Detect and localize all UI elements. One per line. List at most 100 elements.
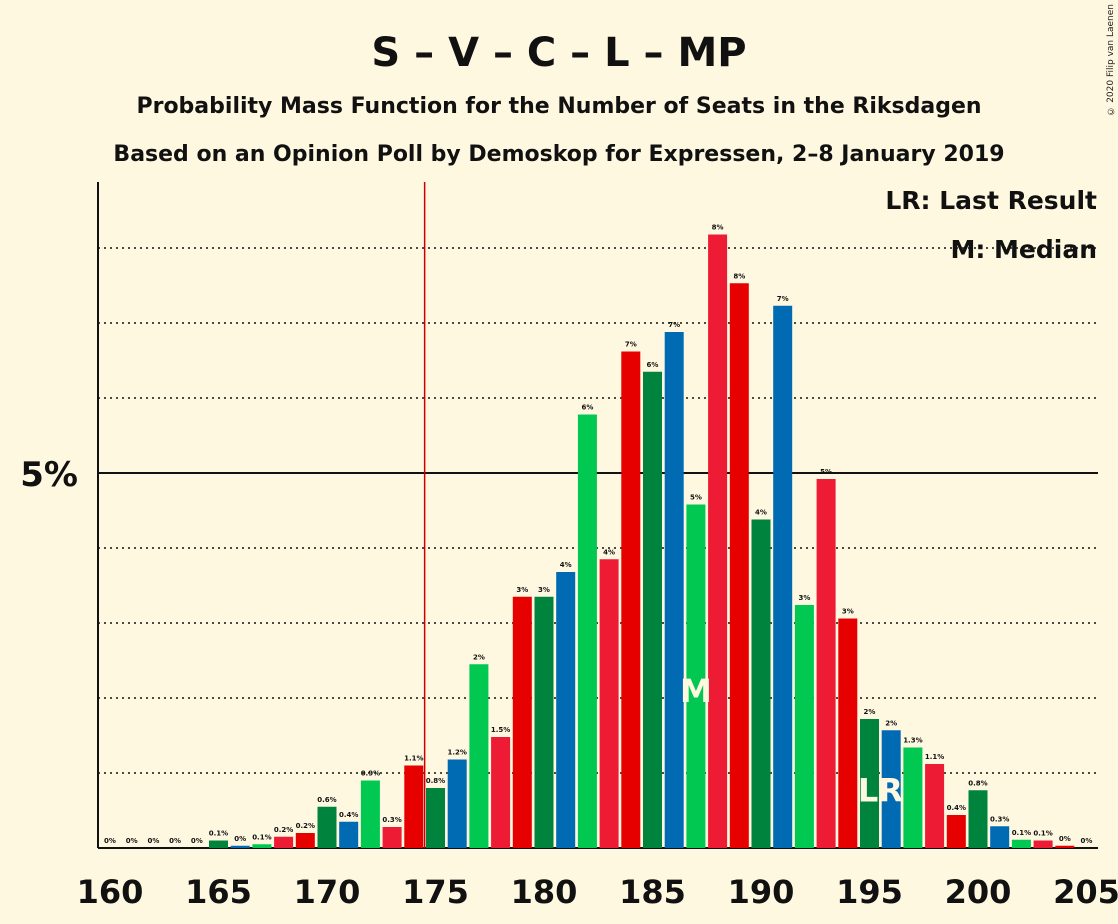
bar-label-177: 2% (473, 653, 485, 661)
bar-label-193: 5% (820, 468, 832, 476)
bar-label-167: 0.1% (252, 833, 271, 841)
bar-167 (252, 844, 272, 848)
bar-190 (751, 519, 771, 848)
bar-label-197: 1.3% (903, 737, 922, 745)
bar-label-182: 6% (581, 404, 593, 412)
bar-label-181: 4% (560, 561, 572, 569)
bar-label-198: 1.1% (925, 753, 944, 761)
bar-195 (860, 719, 879, 848)
bar-label-187: 5% (690, 494, 702, 502)
copyright-text: © 2020 Filip van Laenen (1106, 4, 1116, 116)
legend-median: M: Median (950, 235, 1097, 264)
bar-label-205: 0% (1081, 837, 1093, 845)
bar-label-171: 0.4% (339, 811, 358, 819)
bar-label-160: 0% (104, 837, 116, 845)
bar-label-184: 7% (625, 341, 637, 349)
bar-184 (621, 351, 641, 848)
bar-196 (881, 730, 901, 848)
bar-label-170: 0.6% (317, 796, 336, 804)
bar-183 (599, 559, 619, 848)
bar-label-199: 0.4% (947, 804, 966, 812)
chart-subtitle-1: Probability Mass Function for the Number… (136, 94, 981, 119)
x-tick-label-185: 185 (619, 873, 686, 911)
bar-label-161: 0% (126, 837, 138, 845)
bar-label-162: 0% (147, 837, 159, 845)
bar-label-169: 0.2% (296, 822, 315, 830)
bar-182 (577, 414, 597, 848)
bar-label-186: 7% (668, 321, 680, 329)
bar-label-190: 4% (755, 509, 767, 517)
bar-197 (903, 747, 923, 848)
y-tick-label: 5% (20, 455, 78, 495)
bar-label-192: 3% (798, 594, 810, 602)
bar-label-201: 0.3% (990, 815, 1009, 823)
bar-187 (686, 504, 706, 848)
bar-191 (773, 305, 793, 848)
bar-189 (729, 283, 749, 848)
bar-188 (708, 234, 728, 848)
bar-198 (925, 764, 945, 848)
bar-label-179: 3% (516, 586, 528, 594)
last-result-marker: LR (858, 772, 903, 810)
bar-168 (274, 836, 294, 848)
bar-label-196: 2% (885, 719, 897, 727)
bar-label-189: 8% (733, 272, 745, 280)
bar-label-176: 1.2% (447, 749, 466, 757)
bar-192 (794, 605, 814, 848)
bar-179 (512, 596, 532, 848)
chart-subtitle-2: Based on an Opinion Poll by Demoskop for… (113, 142, 1004, 167)
bar-label-200: 0.8% (968, 779, 987, 787)
bar-199 (946, 815, 966, 848)
bar-193 (816, 479, 836, 848)
bar-169 (295, 833, 315, 848)
chart-title: S – V – C – L – MP (371, 30, 746, 76)
legend-last-result: LR: Last Result (885, 186, 1097, 215)
x-tick-label-165: 165 (185, 873, 252, 911)
bar-200 (968, 790, 988, 848)
bar-label-203: 0.1% (1033, 830, 1052, 838)
bar-label-183: 4% (603, 548, 615, 556)
bar-177 (469, 664, 489, 848)
bar-label-163: 0% (169, 837, 181, 845)
bar-186 (664, 332, 684, 848)
bar-label-204: 0% (1059, 835, 1071, 843)
bar-185 (643, 371, 662, 848)
bar-201 (990, 826, 1010, 848)
bar-166 (230, 845, 250, 848)
bar-175 (426, 788, 445, 848)
bar-label-194: 3% (842, 608, 854, 616)
x-tick-label-195: 195 (836, 873, 903, 911)
bar-label-175: 0.8% (426, 777, 445, 785)
bar-165 (209, 840, 228, 848)
bar-173 (382, 827, 402, 848)
bar-178 (491, 737, 511, 848)
bar-label-195: 2% (864, 708, 876, 716)
x-tick-label-180: 180 (511, 873, 578, 911)
bar-174 (404, 765, 424, 848)
bar-label-188: 8% (712, 224, 724, 232)
bar-181 (556, 572, 576, 848)
bar-203 (1033, 840, 1053, 848)
bar-176 (447, 759, 467, 848)
bar-label-173: 0.3% (382, 816, 401, 824)
bar-label-165: 0.1% (209, 830, 228, 838)
x-tick-label-175: 175 (402, 873, 469, 911)
bar-label-174: 1.1% (404, 755, 423, 763)
bar-171 (339, 821, 359, 848)
x-tick-label-160: 160 (77, 873, 144, 911)
bar-label-164: 0% (191, 837, 203, 845)
bar-170 (317, 806, 337, 848)
bar-label-166: 0% (234, 835, 246, 843)
bar-180 (534, 596, 554, 848)
bar-label-172: 0.9% (361, 770, 380, 778)
median-marker: M (680, 672, 712, 710)
x-tick-label-205: 205 (1053, 873, 1118, 911)
x-tick-label-200: 200 (945, 873, 1012, 911)
bar-label-168: 0.2% (274, 826, 293, 834)
x-tick-label-170: 170 (294, 873, 361, 911)
bar-label-185: 6% (647, 361, 659, 369)
bar-label-178: 1.5% (491, 726, 510, 734)
x-tick-label-190: 190 (728, 873, 795, 911)
bar-label-180: 3% (538, 586, 550, 594)
